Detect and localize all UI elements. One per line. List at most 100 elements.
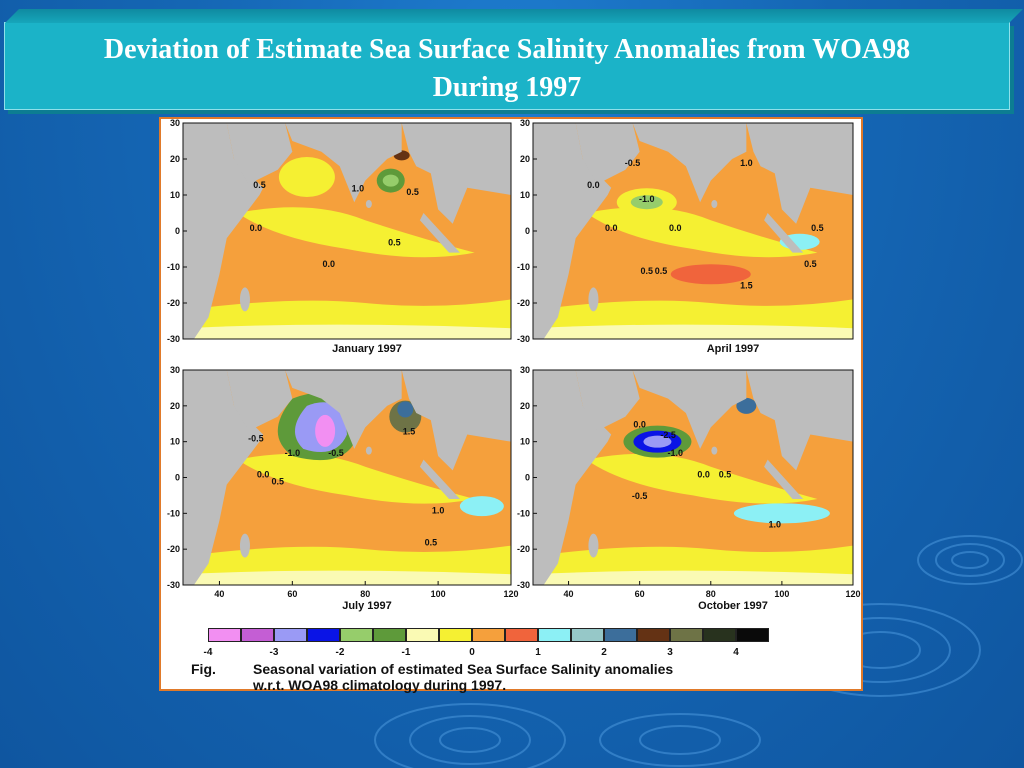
- y-tick-label: 20: [520, 154, 530, 164]
- y-tick-label: -20: [517, 298, 530, 308]
- slide-title-line2: During 1997: [432, 72, 582, 103]
- legend-swatch: [538, 628, 571, 642]
- southeast-asia-landmass: [746, 370, 853, 471]
- legend-swatch: [703, 628, 736, 642]
- y-tick-label: -20: [167, 544, 180, 554]
- arabian-sea-green: [630, 195, 663, 210]
- salinity-anomaly-figure: 30 20 10 0 -10 -20 -30 January 1997 0.5 1.0 0.5 0.0…: [159, 117, 863, 693]
- india-landmass: [632, 370, 747, 449]
- panel-title: April 1997: [707, 343, 760, 355]
- contour-label: -0.5: [328, 448, 344, 458]
- sumatra-landmass: [764, 213, 804, 253]
- y-tick-label: 10: [520, 437, 530, 447]
- legend-label: -1: [401, 647, 411, 658]
- southern-cream-band: [183, 324, 511, 339]
- y-tick-label: 0: [525, 473, 530, 483]
- equatorial-yellow-patch: [237, 207, 475, 258]
- legend-swatch: [472, 628, 505, 642]
- africa-landmass: [183, 123, 264, 339]
- contour-label: 0.0: [697, 470, 710, 480]
- x-tick-label: 120: [845, 589, 860, 599]
- contour-label: 0.5: [253, 180, 266, 190]
- contour-label: -1.0: [285, 448, 301, 458]
- southeast-asia-landmass: [401, 370, 511, 471]
- x-tick-label: 80: [360, 589, 370, 599]
- southern-cream-band: [533, 570, 853, 585]
- slide-title-bar: Deviation of Estimate Sea Surface Salini…: [4, 22, 1010, 110]
- legend-label: 1: [535, 647, 541, 658]
- southern-cream-band: [183, 570, 511, 585]
- contour-label: 0.0: [669, 223, 682, 233]
- sri-lanka-landmass: [365, 446, 372, 455]
- x-tick-label: 80: [706, 589, 716, 599]
- y-tick-label: 10: [170, 190, 180, 200]
- color-legend: [208, 628, 769, 644]
- bay-of-bengal-lightgreen: [382, 174, 399, 187]
- legend-label: 0: [469, 647, 475, 658]
- caption-line1: Seasonal variation of estimated Sea Surf…: [253, 661, 674, 677]
- contour-label: -1.0: [667, 448, 683, 458]
- southern-cream-band: [533, 324, 853, 339]
- y-tick-label: 0: [525, 226, 530, 236]
- southeast-cyan: [733, 503, 830, 524]
- arabia-landmass: [226, 123, 293, 185]
- equatorial-yellow-patch: [237, 453, 475, 504]
- contour-label: 0.0: [633, 419, 646, 429]
- y-tick-label: -10: [167, 508, 180, 518]
- contour-label: 1.0: [432, 505, 445, 515]
- india-landmass: [285, 370, 402, 449]
- y-tick-label: 20: [520, 401, 530, 411]
- india-landmass: [285, 123, 402, 203]
- contour-label: 0.5: [719, 470, 732, 480]
- africa-landmass: [183, 370, 264, 585]
- x-tick-label: 60: [635, 589, 645, 599]
- y-tick-label: 30: [170, 119, 180, 128]
- legend-label: -4: [203, 647, 213, 658]
- y-tick-label: -10: [517, 508, 530, 518]
- y-tick-label: -20: [517, 544, 530, 554]
- legend-swatch: [571, 628, 604, 642]
- map-panel-1: 30 20 10 0 -10 -20 -30 January 1997 0.5 1.0 0.5 0.0…: [167, 119, 512, 355]
- contour-label: -2.5: [660, 430, 676, 440]
- legend-swatch: [307, 628, 340, 642]
- legend-swatch: [637, 628, 670, 642]
- y-tick-label: -30: [517, 580, 530, 590]
- x-tick-label: 40: [564, 589, 574, 599]
- y-tick-label: 30: [520, 365, 530, 375]
- contour-label: 0.5: [406, 187, 419, 197]
- legend-swatch: [604, 628, 637, 642]
- x-tick-label: 120: [503, 589, 518, 599]
- contour-label: 1.5: [403, 427, 416, 437]
- y-tick-label: 0: [175, 473, 180, 483]
- madagascar-landmass: [239, 287, 250, 312]
- contour-label: 1.0: [740, 158, 753, 168]
- arabia-landmass: [575, 123, 640, 185]
- contour-label: 0.0: [587, 180, 600, 190]
- legend-swatch: [670, 628, 703, 642]
- bay-head-blue: [736, 397, 757, 414]
- sumatra-landmass: [764, 459, 804, 499]
- y-tick-label: 20: [170, 401, 180, 411]
- arabian-sea-lightblue: [643, 435, 672, 448]
- contour-label: 0.0: [257, 470, 270, 480]
- contour-label: 0.5: [804, 259, 817, 269]
- sumatra-landmass: [419, 459, 460, 499]
- africa-landmass: [533, 370, 612, 585]
- color-legend-labels: -4 -3 -2 -1 0 1 2 3 4: [204, 647, 798, 661]
- arabia-landmass: [575, 370, 640, 431]
- y-tick-label: 30: [520, 119, 530, 128]
- legend-swatch: [406, 628, 439, 642]
- panel-title: July 1997: [342, 600, 392, 612]
- y-tick-label: -10: [517, 262, 530, 272]
- x-tick-label: 100: [774, 589, 789, 599]
- legend-swatch: [373, 628, 406, 642]
- contour-label: -0.5: [248, 434, 264, 444]
- legend-swatch: [505, 628, 538, 642]
- legend-swatch: [439, 628, 472, 642]
- arabian-sea-yellow: [278, 157, 335, 197]
- x-tick-label: 100: [431, 589, 446, 599]
- madagascar-landmass: [588, 533, 599, 558]
- legend-label: 4: [733, 647, 739, 658]
- legend-swatch: [340, 628, 373, 642]
